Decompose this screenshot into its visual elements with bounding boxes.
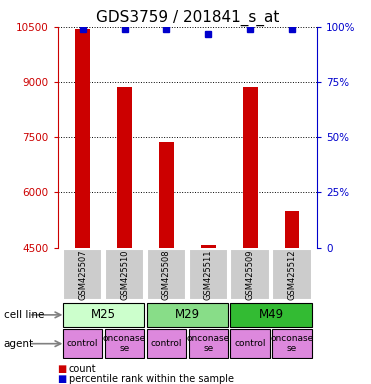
Bar	[188, 249, 228, 300]
Bar	[230, 249, 270, 300]
Bar	[63, 329, 102, 358]
Text: GSM425512: GSM425512	[288, 249, 296, 300]
Bar	[272, 329, 312, 358]
Text: M29: M29	[175, 308, 200, 321]
Bar	[63, 303, 144, 327]
Bar	[105, 329, 144, 358]
Text: ■: ■	[58, 374, 67, 384]
Bar	[75, 29, 90, 248]
Text: agent: agent	[4, 339, 34, 349]
Bar	[243, 87, 257, 248]
Text: cell line: cell line	[4, 310, 44, 320]
Text: M49: M49	[259, 308, 284, 321]
Bar	[147, 249, 186, 300]
Text: onconase
se: onconase se	[103, 334, 146, 353]
Bar	[147, 303, 228, 327]
Text: control: control	[151, 339, 182, 348]
Text: control: control	[67, 339, 98, 348]
Title: GDS3759 / 201841_s_at: GDS3759 / 201841_s_at	[96, 9, 279, 25]
Text: count: count	[69, 364, 96, 374]
Text: GSM425507: GSM425507	[78, 249, 87, 300]
Text: M25: M25	[91, 308, 116, 321]
Bar	[117, 87, 132, 248]
Bar	[147, 329, 186, 358]
Bar	[230, 329, 270, 358]
Bar	[285, 211, 299, 248]
Bar	[105, 249, 144, 300]
Text: onconase
se: onconase se	[187, 334, 230, 353]
Bar	[272, 249, 312, 300]
Text: ■: ■	[58, 364, 67, 374]
Text: GSM425511: GSM425511	[204, 249, 213, 300]
Text: GSM425510: GSM425510	[120, 249, 129, 300]
Bar	[188, 329, 228, 358]
Bar	[63, 249, 102, 300]
Bar	[230, 303, 312, 327]
Bar	[201, 245, 216, 248]
Text: control: control	[234, 339, 266, 348]
Text: onconase
se: onconase se	[270, 334, 314, 353]
Bar	[159, 142, 174, 248]
Text: GSM425509: GSM425509	[246, 249, 255, 300]
Text: percentile rank within the sample: percentile rank within the sample	[69, 374, 234, 384]
Text: GSM425508: GSM425508	[162, 249, 171, 300]
